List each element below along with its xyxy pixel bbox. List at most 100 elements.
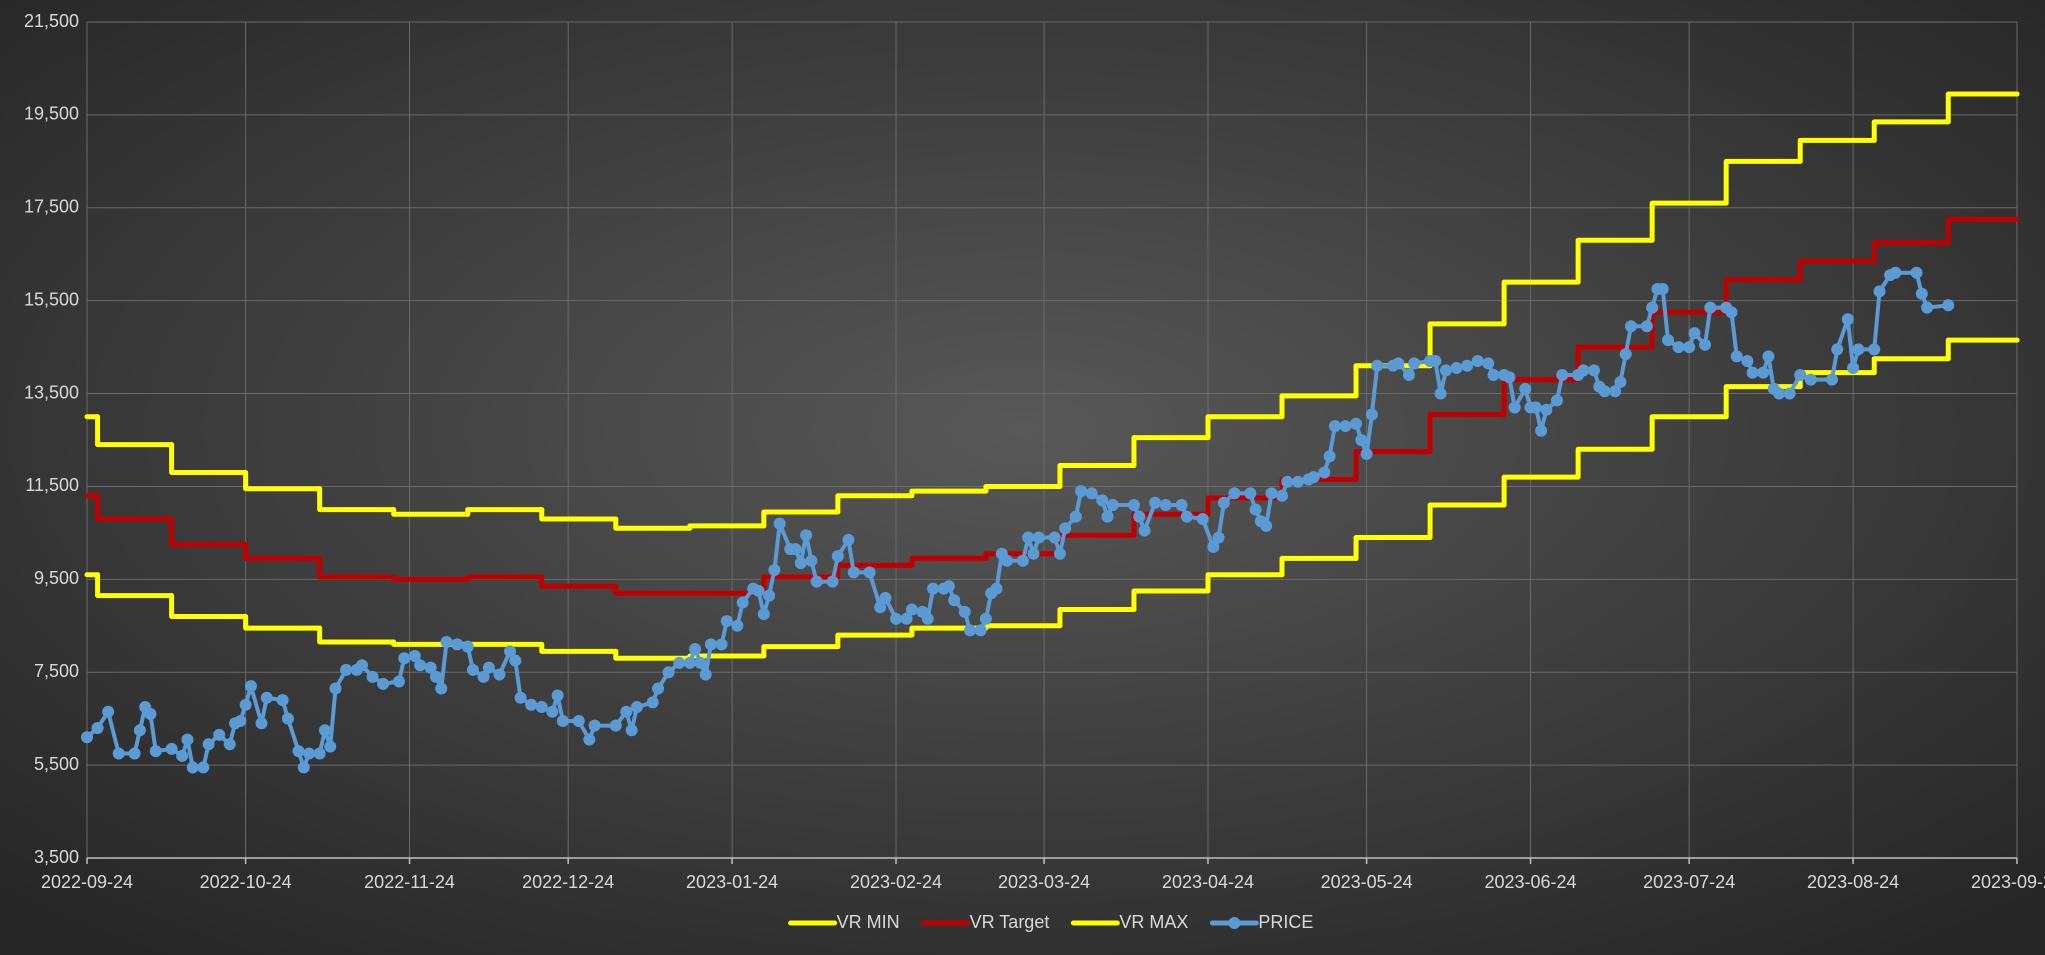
price-marker bbox=[355, 659, 368, 672]
price-marker bbox=[1402, 368, 1415, 381]
step-segment bbox=[1279, 393, 1359, 420]
y-tick-label: 3,500 bbox=[34, 847, 79, 867]
price-marker bbox=[1228, 487, 1241, 500]
step-segment bbox=[1871, 356, 1951, 376]
y-tick-label: 21,500 bbox=[24, 11, 79, 31]
price-marker bbox=[1725, 306, 1738, 319]
legend-label: PRICE bbox=[1258, 912, 1313, 932]
price-marker bbox=[609, 719, 622, 732]
step-segment bbox=[169, 442, 249, 476]
price-marker bbox=[435, 682, 448, 695]
price-marker bbox=[683, 656, 696, 669]
step-segment bbox=[1945, 91, 2020, 125]
y-tick-label: 9,500 bbox=[34, 568, 79, 588]
price-marker bbox=[366, 670, 379, 683]
step-segment bbox=[317, 555, 397, 580]
price-marker bbox=[1392, 357, 1405, 370]
price-marker bbox=[1683, 341, 1696, 354]
step-segment bbox=[1871, 240, 1951, 264]
price-marker bbox=[1773, 387, 1786, 400]
price-marker bbox=[1276, 489, 1289, 502]
step-segment bbox=[1279, 555, 1359, 578]
price-marker bbox=[1175, 499, 1188, 512]
price-marker bbox=[525, 698, 538, 711]
price-marker bbox=[414, 659, 427, 672]
price-marker bbox=[1138, 524, 1151, 537]
price-marker bbox=[572, 714, 585, 727]
step-segment bbox=[1723, 158, 1803, 206]
price-marker bbox=[1212, 531, 1225, 544]
price-marker bbox=[1133, 510, 1146, 523]
price-marker bbox=[927, 582, 940, 595]
price-marker bbox=[324, 740, 337, 753]
legend-marker bbox=[1228, 917, 1241, 929]
price-marker bbox=[1915, 287, 1928, 300]
x-tick-label: 2022-12-24 bbox=[522, 872, 614, 892]
price-marker bbox=[1217, 496, 1230, 509]
x-tick-label: 2023-05-24 bbox=[1321, 872, 1413, 892]
step-segment bbox=[1501, 279, 1581, 327]
price-marker bbox=[112, 747, 125, 760]
step-segment bbox=[1057, 463, 1137, 489]
step-segment bbox=[1353, 449, 1433, 482]
price-marker bbox=[197, 761, 210, 774]
x-tick-label: 2023-08-24 bbox=[1807, 872, 1899, 892]
step-segment bbox=[1427, 321, 1507, 369]
price-marker bbox=[244, 680, 257, 693]
price-marker bbox=[715, 638, 728, 651]
price-marker bbox=[847, 566, 860, 579]
price-marker bbox=[1868, 343, 1881, 356]
price-marker bbox=[794, 557, 807, 570]
price-marker bbox=[1688, 327, 1701, 340]
price-marker bbox=[800, 529, 813, 542]
x-tick-label: 2023-04-24 bbox=[1162, 872, 1254, 892]
price-marker bbox=[1852, 343, 1865, 356]
price-marker bbox=[1540, 403, 1553, 416]
price-marker bbox=[514, 691, 527, 704]
legend: VR MIN VR Target VR MAX PRICE bbox=[788, 912, 1313, 932]
price-marker bbox=[646, 696, 659, 709]
price-marker bbox=[1244, 487, 1257, 500]
price-marker bbox=[652, 682, 665, 695]
step-segment bbox=[95, 414, 175, 448]
price-marker bbox=[213, 728, 226, 741]
x-tick-label: 2023-09-24 bbox=[1971, 872, 2045, 892]
price-marker bbox=[1180, 510, 1193, 523]
price-marker bbox=[1730, 350, 1743, 363]
price-marker bbox=[546, 705, 559, 718]
price-marker bbox=[1646, 301, 1659, 314]
price-marker bbox=[440, 636, 453, 649]
legend-item: PRICE bbox=[1209, 912, 1313, 932]
step-segment bbox=[1575, 237, 1655, 285]
price-marker bbox=[673, 656, 686, 669]
price-marker bbox=[789, 543, 802, 556]
step-segment bbox=[909, 488, 989, 499]
x-tick-label: 2022-10-24 bbox=[200, 872, 292, 892]
price-marker bbox=[958, 605, 971, 618]
price-marker bbox=[1704, 301, 1717, 314]
price-marker bbox=[1101, 510, 1114, 523]
step-segment bbox=[1649, 200, 1729, 243]
price-marker bbox=[752, 584, 765, 597]
step-segment bbox=[391, 507, 471, 517]
price-marker bbox=[1461, 359, 1474, 372]
x-tick-label: 2023-01-24 bbox=[686, 872, 778, 892]
price-marker bbox=[1783, 387, 1796, 400]
price-marker bbox=[202, 738, 215, 751]
price-marker bbox=[1371, 359, 1384, 372]
price-marker bbox=[826, 575, 839, 588]
price-marker bbox=[1614, 375, 1627, 388]
price-marker bbox=[1556, 368, 1569, 381]
price-marker bbox=[1804, 373, 1817, 386]
price-marker bbox=[1001, 554, 1014, 567]
plot bbox=[81, 91, 2020, 774]
price-marker bbox=[1825, 373, 1838, 386]
price-marker bbox=[763, 589, 776, 602]
price-marker bbox=[948, 594, 961, 607]
price-marker bbox=[689, 643, 702, 655]
price-marker bbox=[625, 724, 638, 737]
price-marker bbox=[1429, 355, 1442, 368]
price-marker bbox=[704, 638, 717, 651]
price-marker bbox=[340, 663, 353, 676]
